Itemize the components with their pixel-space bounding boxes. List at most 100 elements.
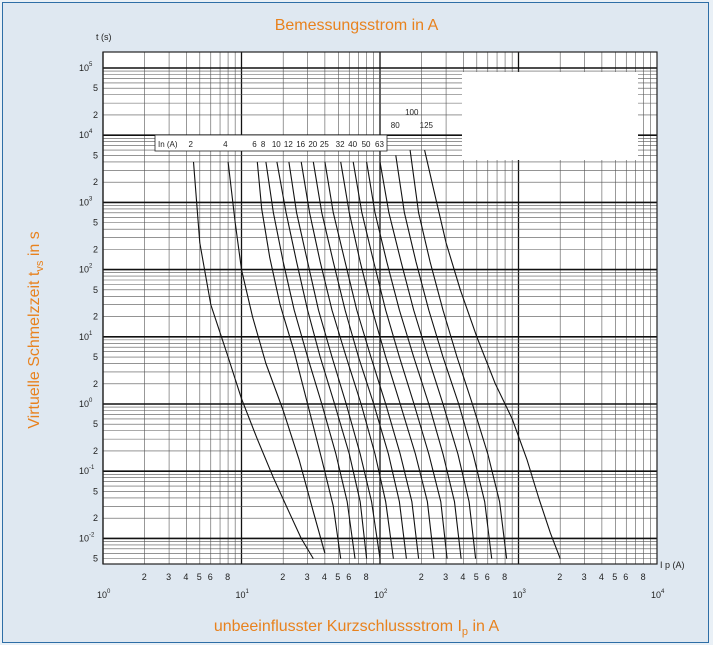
y-minor-tick-label: 2 <box>93 379 98 389</box>
y-tick-label: 105 <box>79 62 93 73</box>
x-tick-exponent: 1 <box>246 589 250 595</box>
x-minor-tick-label: 2 <box>557 572 562 582</box>
y-tick-exponent: 2 <box>89 264 93 270</box>
y-minor-tick-label: 5 <box>93 218 98 228</box>
y-minor-tick-label: 5 <box>93 150 98 160</box>
x-minor-tick-label: 6 <box>346 572 351 582</box>
y-minor-tick-label: 2 <box>93 312 98 322</box>
series-line-20 <box>312 161 407 559</box>
x-tick-exponent: 2 <box>384 589 388 595</box>
x-tick-base: 10 <box>651 590 661 600</box>
curve-label-2: 2 <box>188 140 193 149</box>
y-tick-base: 10 <box>79 265 89 275</box>
y-tick-label: 10-1 <box>79 465 95 476</box>
x-minor-tick-label: 4 <box>183 572 188 582</box>
y-minor-tick-label: 5 <box>93 83 98 93</box>
curve-label-63: 63 <box>375 140 384 149</box>
curve-label-4: 4 <box>223 140 228 149</box>
y-minor-tick-label: 2 <box>93 513 98 523</box>
x-minor-tick-label: 3 <box>443 572 448 582</box>
in-label: In (A) <box>158 140 178 149</box>
x-minor-tick-label: 5 <box>474 572 479 582</box>
plot-border <box>102 51 658 565</box>
x-minor-tick-label: 2 <box>280 572 285 582</box>
x-tick-exponent: 4 <box>661 589 665 595</box>
x-tick-label: 104 <box>651 589 665 600</box>
curve-label-20: 20 <box>308 140 317 149</box>
curve-label-12: 12 <box>284 140 293 149</box>
x-minor-tick-label: 4 <box>322 572 327 582</box>
x-tick-label: 102 <box>374 589 388 600</box>
series-line-32 <box>340 161 435 559</box>
curve-label-125: 125 <box>420 121 434 130</box>
x-minor-tick-label: 8 <box>502 572 507 582</box>
x-axis-label: unbeeinflusster Kurzschlussstrom Ip in A <box>0 618 713 638</box>
y-tick-exponent: 5 <box>89 62 93 68</box>
y-minor-tick-label: 2 <box>93 244 98 254</box>
curve-label-8: 8 <box>261 140 266 149</box>
x-tick-label: 101 <box>236 589 250 600</box>
y-tick-exponent: 4 <box>89 129 93 135</box>
curve-label-16: 16 <box>296 140 305 149</box>
x-minor-tick-label: 2 <box>419 572 424 582</box>
x-minor-tick-label: 3 <box>305 572 310 582</box>
x-axis-label-subscript: p <box>461 626 469 639</box>
series-line-25 <box>324 161 420 559</box>
x-axis-label-text: unbeeinflusster Kurzschlussstrom I <box>213 618 462 635</box>
x-axis-symbol: I p (A) <box>660 560 685 570</box>
y-tick-base: 10 <box>79 533 89 543</box>
series-line-40 <box>352 161 448 559</box>
curve-label-50: 50 <box>362 140 371 149</box>
series-line-80 <box>395 155 493 559</box>
y-axis-symbol: t (s) <box>96 32 112 42</box>
series-line-50 <box>366 161 462 559</box>
y-tick-base: 10 <box>79 197 89 207</box>
y-tick-label: 101 <box>79 331 93 342</box>
y-tick-label: 103 <box>79 196 93 207</box>
y-tick-base: 10 <box>79 466 89 476</box>
curve-label-80: 80 <box>391 121 400 130</box>
in-label-box <box>154 134 388 152</box>
x-minor-tick-label: 6 <box>485 572 490 582</box>
blank-box <box>462 72 638 160</box>
x-tick-base: 10 <box>236 590 246 600</box>
y-tick-base: 10 <box>79 63 89 73</box>
series-line-100 <box>409 150 508 559</box>
x-tick-label: 103 <box>513 589 527 600</box>
y-tick-label: 10-2 <box>79 532 95 543</box>
x-minor-tick-label: 6 <box>208 572 213 582</box>
x-minor-tick-label: 5 <box>612 572 617 582</box>
x-tick-base: 10 <box>97 590 107 600</box>
series-line-12 <box>288 161 381 559</box>
series-line-125 <box>424 149 561 559</box>
curve-label-25: 25 <box>320 140 329 149</box>
x-minor-tick-label: 8 <box>364 572 369 582</box>
x-minor-tick-label: 6 <box>623 572 628 582</box>
x-minor-tick-label: 2 <box>142 572 147 582</box>
series-line-6 <box>256 161 342 559</box>
y-minor-tick-label: 5 <box>93 285 98 295</box>
y-minor-tick-label: 5 <box>93 352 98 362</box>
y-tick-base: 10 <box>79 130 89 140</box>
y-minor-tick-label: 5 <box>93 486 98 496</box>
curve-label-100: 100 <box>405 108 419 117</box>
y-tick-exponent: 3 <box>89 196 93 202</box>
x-tick-base: 10 <box>374 590 384 600</box>
curve-label-32: 32 <box>336 140 345 149</box>
series-line-16 <box>300 161 394 559</box>
y-tick-exponent: 0 <box>89 398 93 404</box>
y-tick-label: 100 <box>79 398 93 409</box>
x-minor-tick-label: 8 <box>225 572 230 582</box>
y-tick-label: 104 <box>79 129 93 140</box>
x-axis-label-suffix: in A <box>468 618 500 635</box>
x-minor-tick-label: 3 <box>582 572 587 582</box>
x-minor-tick-label: 8 <box>641 572 646 582</box>
y-tick-exponent: -1 <box>89 465 95 471</box>
series-line-4 <box>227 161 326 554</box>
y-tick-label: 102 <box>79 264 93 275</box>
y-minor-tick-label: 2 <box>93 446 98 456</box>
y-tick-exponent: 1 <box>89 331 93 337</box>
